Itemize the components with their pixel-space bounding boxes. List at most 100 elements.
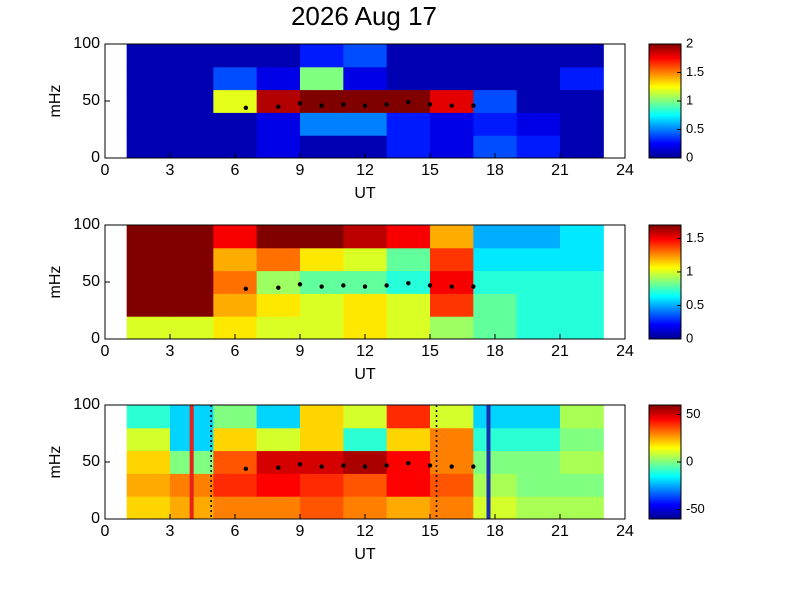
heat-cell <box>560 496 604 520</box>
heat-cell <box>300 293 344 317</box>
heat-cell <box>300 270 344 294</box>
colorbar-tick-label: 0 <box>686 149 693 164</box>
heat-cell <box>560 450 604 474</box>
heat-cell <box>560 225 604 249</box>
heat-cell <box>516 112 561 136</box>
heat-cell <box>516 293 561 317</box>
y-tick-label: 0 <box>91 510 100 527</box>
heat-cell <box>213 427 258 452</box>
heat-cell <box>473 247 518 272</box>
trace-point <box>406 99 411 105</box>
x-tick-label: 6 <box>231 523 240 540</box>
heat-cell <box>300 405 344 429</box>
y-axis-label: mHz <box>47 85 64 118</box>
colorbar <box>648 43 682 159</box>
heat-cell <box>213 247 258 272</box>
heat-cell <box>256 405 301 429</box>
x-tick-label: 6 <box>231 162 240 179</box>
heat-cell <box>256 225 301 249</box>
heat-cell <box>430 405 474 429</box>
x-tick-label: 6 <box>231 343 240 360</box>
heat-cell <box>300 89 344 113</box>
heat-cell <box>473 293 518 317</box>
heat-cell <box>430 89 474 113</box>
heat-cell <box>256 66 301 91</box>
trace-point <box>406 280 411 286</box>
heat-cell <box>473 473 518 497</box>
heat-cell <box>386 66 431 91</box>
x-tick-label: 18 <box>486 162 504 179</box>
x-tick-label: 12 <box>356 523 374 540</box>
heat-cell <box>343 316 388 340</box>
x-tick-label: 12 <box>356 162 374 179</box>
x-tick-label: 21 <box>551 523 569 540</box>
heat-cell <box>560 89 604 113</box>
heat-cell <box>516 405 561 429</box>
x-tick-label: 21 <box>551 162 569 179</box>
heat-cell <box>560 66 604 91</box>
heat-cell <box>170 270 214 294</box>
heat-cell <box>213 316 258 340</box>
x-tick-label: 12 <box>356 343 374 360</box>
y-axis-label: mHz <box>47 266 64 299</box>
heat-cell <box>170 135 214 159</box>
heat-cell <box>343 44 388 68</box>
y-tick-label: 50 <box>82 273 100 290</box>
heat-cell <box>126 247 171 272</box>
heat-cell <box>560 135 604 159</box>
heat-cell <box>170 66 214 91</box>
heat-cell <box>560 427 604 452</box>
heat-cell <box>386 135 431 159</box>
colorbar-tick-label: 1 <box>686 92 693 107</box>
heat-cell <box>473 112 518 136</box>
x-tick-label: 18 <box>486 523 504 540</box>
heat-cell <box>256 450 301 474</box>
trace-point <box>471 464 476 469</box>
heat-cell <box>256 112 301 136</box>
heat-cell <box>516 225 561 249</box>
heat-cell <box>343 427 388 452</box>
heat-cell <box>256 270 301 294</box>
heat-cell <box>473 270 518 294</box>
trace-point <box>319 284 324 289</box>
trace-point <box>471 103 476 108</box>
heat-cell <box>560 293 604 317</box>
trace-point <box>449 464 454 469</box>
x-tick-label: 3 <box>166 523 175 540</box>
x-tick-label: 3 <box>166 162 175 179</box>
trace-point <box>362 464 368 469</box>
heat-cell <box>473 496 518 520</box>
trace-point <box>297 282 303 287</box>
trace-point <box>297 462 303 467</box>
heat-cell <box>300 450 344 474</box>
heat-cell <box>213 450 258 474</box>
colorbar <box>648 224 682 340</box>
x-tick-label: 0 <box>101 343 110 360</box>
heat-cell <box>473 135 518 159</box>
heat-cell <box>386 44 431 68</box>
colorbar-tick-label: 0.5 <box>686 121 704 136</box>
heat-cell <box>300 112 344 136</box>
heat-cell <box>213 473 258 497</box>
heat-cell <box>430 427 474 452</box>
heat-cell <box>343 405 388 429</box>
y-tick-label: 100 <box>73 216 100 233</box>
colorbar-tick-label: 0.5 <box>686 297 704 312</box>
heat-cell <box>126 112 171 136</box>
heat-cell <box>170 225 214 249</box>
x-tick-label: 24 <box>616 162 634 179</box>
heat-cell <box>126 473 171 497</box>
heat-cell <box>516 270 561 294</box>
x-axis-label: UT <box>354 185 376 202</box>
heat-cell <box>516 473 561 497</box>
heat-cell <box>300 247 344 272</box>
heat-cell <box>386 225 431 249</box>
trace-point <box>427 102 433 107</box>
heat-cell <box>343 89 388 113</box>
heat-cell <box>386 293 431 317</box>
heat-cell <box>256 473 301 497</box>
heat-cell <box>170 44 214 68</box>
heat-cell <box>126 225 171 249</box>
heat-cell <box>560 473 604 497</box>
